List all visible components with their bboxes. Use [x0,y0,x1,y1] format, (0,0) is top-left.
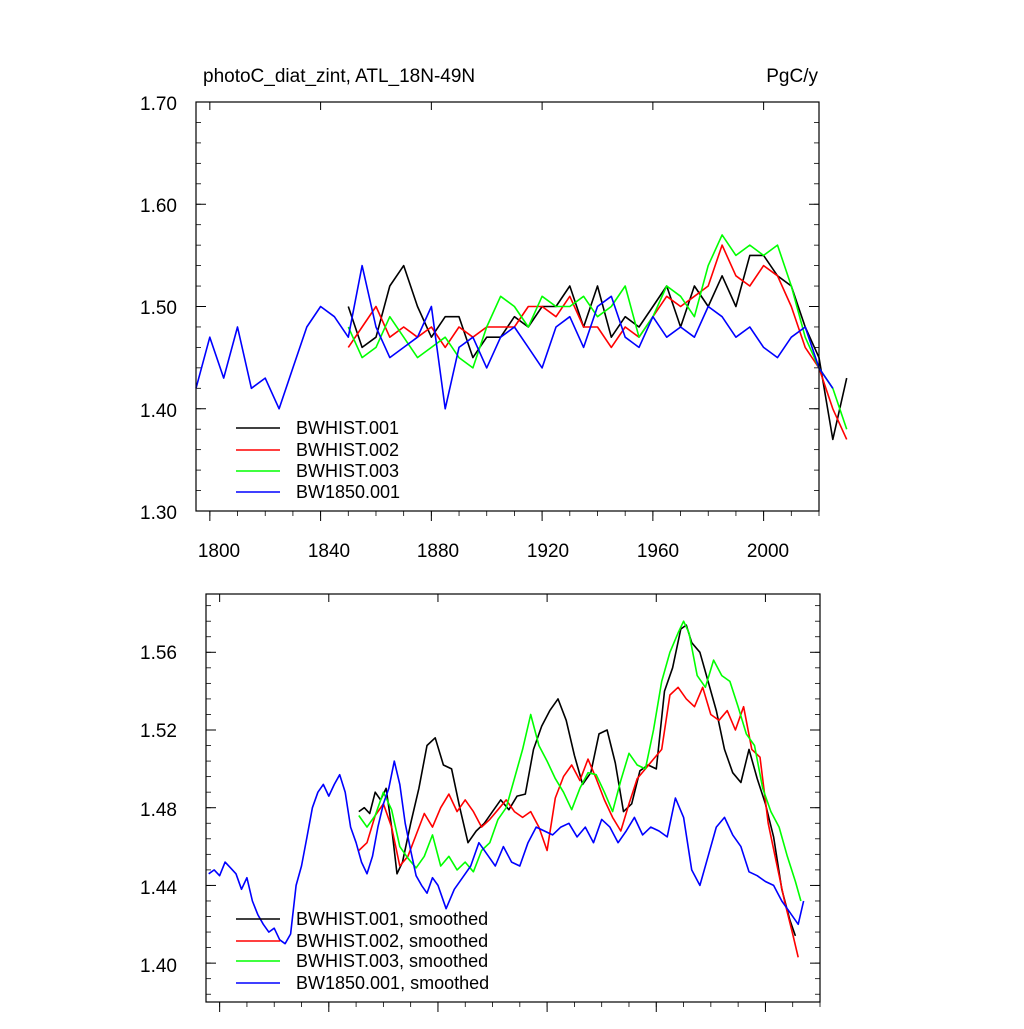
bottom-legend-label-3: BW1850.001, smoothed [296,973,489,993]
top-series-line-1 [347,244,848,440]
bottom-legend-label-2: BWHIST.003, smoothed [296,951,488,971]
top-chart-units: PgC/y [766,66,818,87]
top-x-tick-label: 1960 [637,541,679,562]
top-x-tick-label: 1840 [308,541,350,562]
top-series-line-0 [347,254,848,441]
bottom-series-group [208,620,805,958]
top-y-tick-label: 1.60 [140,196,177,217]
top-x-tick-labels: 1800 1840 1880 1920 1960 2000 [198,541,789,562]
top-series-line-3 [195,264,834,410]
top-y-tick-label: 1.50 [140,298,177,319]
bottom-legend-label-0: BWHIST.001, smoothed [296,909,488,929]
bottom-axis-ticks [206,594,821,1012]
top-x-tick-label: 2000 [747,541,789,562]
top-y-tick-label: 1.40 [140,401,177,422]
bottom-panel: 1.56 1.52 1.48 1.44 1.40 BWHIST.001, smo… [140,593,821,1012]
top-x-tick-label: 1880 [417,541,459,562]
bottom-plot-frame [205,593,821,1003]
bottom-series-line-1 [358,686,799,958]
top-y-tick-labels: 1.70 1.60 1.50 1.40 1.30 [140,94,177,524]
bottom-y-tick-label: 1.44 [140,878,177,899]
bottom-series-line-2 [358,620,802,902]
bottom-y-tick-label: 1.56 [140,643,177,664]
top-legend-label-0: BWHIST.001 [296,418,399,438]
top-y-tick-label: 1.70 [140,94,177,115]
top-x-tick-label: 1800 [198,541,240,562]
bottom-series-line-3 [208,760,805,945]
top-panel: photoC_diat_zint, ATL_18N-49N PgC/y 1.70… [140,66,848,562]
bottom-series-line-0 [358,624,797,937]
bottom-y-tick-label: 1.52 [140,721,177,742]
bottom-y-tick-label: 1.48 [140,800,177,821]
bottom-legend-label-1: BWHIST.002, smoothed [296,931,488,951]
top-axis-ticks [196,101,820,521]
bottom-y-tick-label: 1.40 [140,956,177,977]
top-chart-title: photoC_diat_zint, ATL_18N-49N [203,66,475,87]
top-legend: BWHIST.001 BWHIST.002 BWHIST.003 BW1850.… [236,418,400,502]
top-legend-label-2: BWHIST.003 [296,461,399,481]
top-legend-label-1: BWHIST.002 [296,440,399,460]
top-y-tick-label: 1.30 [140,503,177,524]
bottom-legend: BWHIST.001, smoothed BWHIST.002, smoothe… [236,909,489,993]
bottom-y-tick-labels: 1.56 1.52 1.48 1.44 1.40 [140,643,177,977]
top-plot-frame [195,101,820,512]
top-series-line-2 [347,234,848,430]
top-x-tick-label: 1920 [527,541,569,562]
top-legend-label-3: BW1850.001 [296,482,400,502]
top-series-group [195,234,848,441]
